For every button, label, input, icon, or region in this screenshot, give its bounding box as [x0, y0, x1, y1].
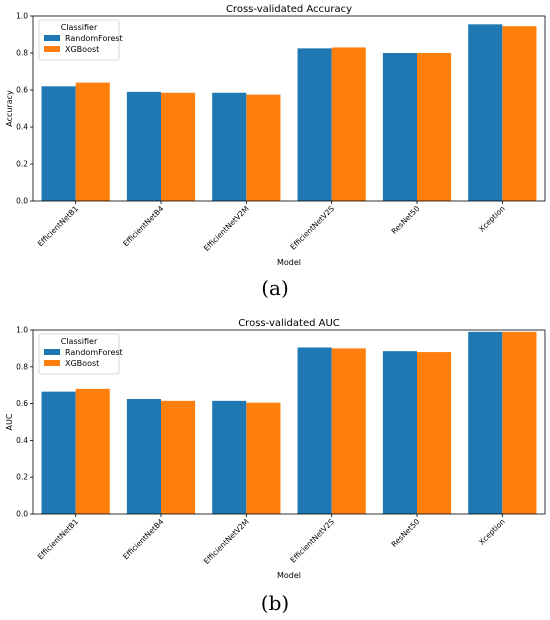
bar-xgboost-resnet50 — [417, 352, 452, 514]
bar-xgboost-efficientnetv2s — [331, 47, 366, 202]
bar-xgboost-efficientnetv2m — [246, 94, 281, 201]
x-tick-label: EfficientNetB4 — [121, 517, 165, 561]
bar-xgboost-efficientnetv2s — [331, 348, 366, 514]
legend-title: Classifier — [61, 337, 98, 346]
legend-label-xgboost: XGBoost — [65, 45, 99, 54]
legend-swatch-xgboost — [44, 46, 60, 52]
legend-title: Classifier — [61, 23, 98, 32]
y-tick-label: 0.0 — [16, 510, 28, 519]
plot-frame — [32, 15, 546, 202]
y-tick-label: 0.6 — [16, 399, 28, 408]
bar-xgboost-xception — [502, 331, 537, 514]
bar-randomforest-efficientnetv2s — [297, 48, 332, 201]
bar-randomforest-xception — [468, 24, 503, 202]
bar-randomforest-efficientnetb4 — [126, 91, 161, 201]
bar-xgboost-efficientnetb4 — [161, 400, 196, 514]
bar-randomforest-efficientnetv2m — [212, 400, 247, 514]
x-axis-label: Model — [277, 258, 301, 267]
auc-chart: Cross-validated AUC 0.0 0.2 0.4 0.6 0.8 1.0 AUC… — [5, 318, 546, 580]
y-axis-label: Accuracy — [5, 90, 14, 127]
x-axis-label: Model — [277, 571, 301, 580]
bar-randomforest-resnet50 — [382, 53, 417, 201]
bar-xgboost-resnet50 — [417, 53, 452, 201]
panel-label-b: (b) — [260, 591, 290, 615]
bar-xgboost-efficientnetb4 — [161, 92, 196, 201]
y-tick-label: 0.4 — [16, 123, 28, 132]
bar-randomforest-efficientnetb1 — [41, 86, 76, 201]
bar-randomforest-resnet50 — [382, 351, 417, 514]
bar-xgboost-efficientnetb1 — [75, 388, 110, 514]
bar-randomforest-efficientnetb1 — [41, 391, 76, 514]
y-tick-label: 0.8 — [16, 49, 28, 58]
panel-label-a: (a) — [261, 276, 289, 300]
x-tick-label: EfficientNetV2M — [202, 204, 251, 253]
x-tick-label: ResNet50 — [390, 517, 422, 549]
x-tick-label: Xception — [477, 517, 507, 547]
bar-xgboost-xception — [502, 26, 537, 201]
x-tick-label: EfficientNetV2S — [288, 517, 336, 565]
legend-label-xgboost: XGBoost — [65, 359, 99, 368]
x-tick-label: EfficientNetV2S — [288, 204, 336, 252]
y-tick-label: 0.0 — [16, 197, 28, 206]
y-tick-label: 0.4 — [16, 436, 28, 445]
accuracy-chart: Cross-validated Accuracy 0.0 0.2 0.4 0.6 0.8 1… — [5, 4, 546, 267]
legend-swatch-xgboost — [44, 360, 60, 366]
legend-swatch-randomforest — [44, 35, 60, 41]
x-tick-label: Xception — [477, 204, 507, 234]
y-tick-label: 1.0 — [16, 12, 28, 21]
y-tick-label: 0.8 — [16, 362, 28, 371]
x-tick-label: EfficientNetB4 — [121, 204, 165, 248]
legend-label-randomforest: RandomForest — [65, 34, 123, 43]
legend-swatch-randomforest — [44, 349, 60, 355]
x-tick-label: ResNet50 — [390, 204, 422, 236]
legend-label-randomforest: RandomForest — [65, 348, 123, 357]
y-axis-label: AUC — [5, 413, 14, 430]
y-tick-label: 1.0 — [16, 326, 28, 335]
chart-title: Cross-validated AUC — [238, 318, 340, 329]
y-tick-label: 0.2 — [16, 160, 28, 169]
bar-randomforest-efficientnetb4 — [126, 399, 161, 514]
bar-xgboost-efficientnetb1 — [75, 82, 110, 201]
bar-randomforest-efficientnetv2m — [212, 92, 247, 201]
x-tick-label: EfficientNetB1 — [36, 517, 80, 561]
x-tick-label: EfficientNetV2M — [202, 517, 251, 566]
bar-xgboost-efficientnetv2m — [246, 402, 281, 514]
x-tick-label: EfficientNetB1 — [36, 204, 80, 248]
bar-randomforest-xception — [468, 331, 503, 514]
chart-title: Cross-validated Accuracy — [226, 4, 352, 15]
plot-frame — [32, 329, 546, 515]
y-tick-label: 0.2 — [16, 473, 28, 482]
bar-randomforest-efficientnetv2s — [297, 347, 332, 514]
y-tick-label: 0.6 — [16, 86, 28, 95]
